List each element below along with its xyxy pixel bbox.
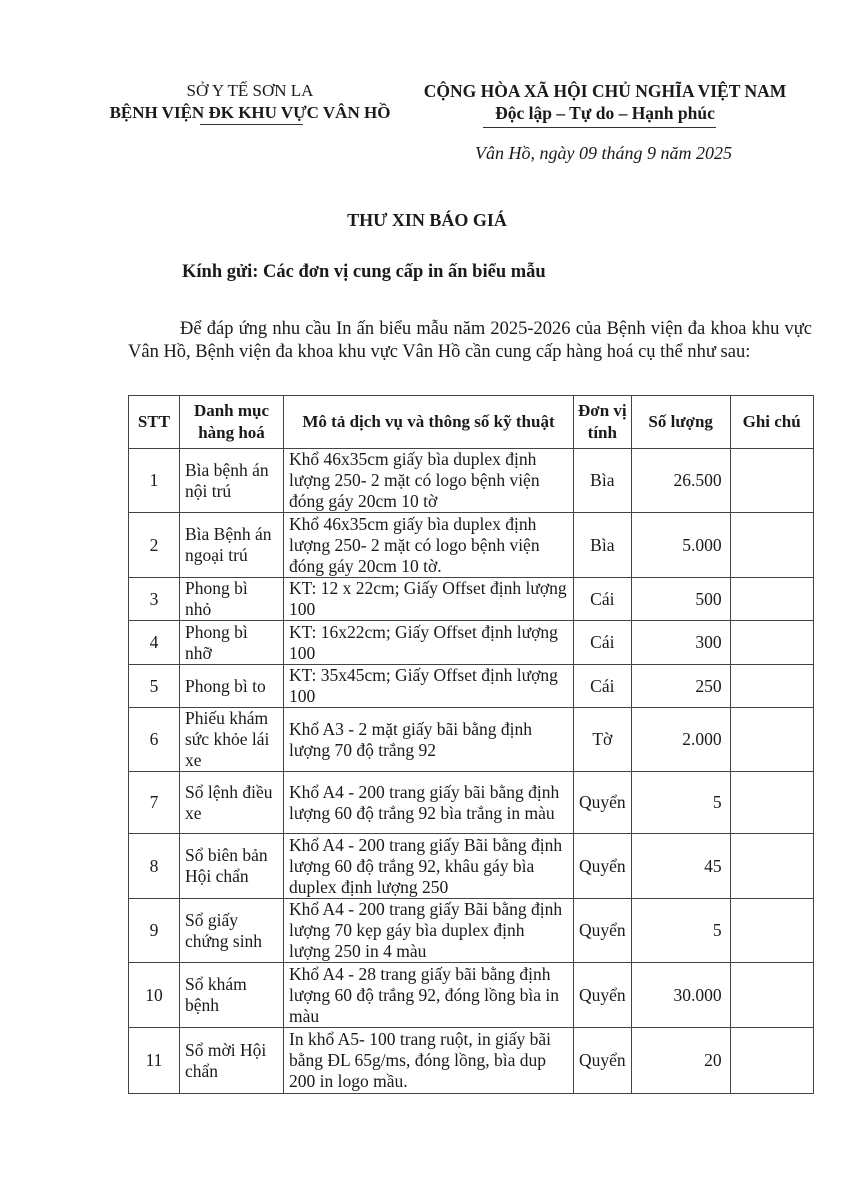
cell-unit: Quyển: [573, 833, 632, 899]
cell-unit: Quyển: [573, 1027, 632, 1094]
table-row: 10 Sổ khám bệnh Khổ A4 - 28 trang giấy bãi…: [128, 962, 814, 1028]
table-row: 9 Sổ giấy chứng sinh Khổ A4 - 200 trang gi…: [128, 898, 814, 963]
cell-note: [729, 1027, 814, 1094]
national-title: CỘNG HÒA XÃ HỘI CHỦ NGHĨA VIỆT NAM: [423, 81, 787, 101]
table-row: 8 Sổ biên bản Hội chẩn Khổ A4 - 200 trang …: [128, 833, 814, 899]
cell-note: [729, 620, 814, 665]
cell-unit: Cái: [573, 577, 632, 621]
cell-item: Phong bì nhỏ: [179, 577, 284, 621]
table-row: 11 Sổ mời Hội chẩn In khổ A5- 100 trang ru…: [128, 1027, 814, 1094]
recipient-line: Kính gửi: Các đơn vị cung cấp in ấn biểu…: [182, 262, 546, 282]
cell-item: Sổ giấy chứng sinh: [179, 898, 284, 963]
cell-stt: 6: [128, 707, 180, 772]
cell-item: Sổ biên bản Hội chẩn: [179, 833, 284, 899]
cell-stt: 5: [128, 664, 180, 708]
intro-paragraph: Để đáp ứng nhu cầu In ấn biểu mẫu năm 20…: [128, 319, 812, 362]
cell-stt: 4: [128, 620, 180, 665]
cell-stt: 9: [128, 898, 180, 963]
cell-note: [729, 577, 814, 621]
cell-qty: 500: [630, 577, 731, 621]
cell-qty: 2.000: [630, 707, 731, 772]
divider: [200, 124, 303, 125]
cell-desc: Khổ A3 - 2 mặt giấy bãi bằng định lượng …: [283, 707, 574, 772]
cell-note: [729, 962, 814, 1028]
cell-qty: 250: [630, 664, 731, 708]
col-header-unit: Đơn vị tính: [573, 395, 632, 449]
cell-stt: 7: [128, 771, 180, 834]
date-line: Vân Hồ, ngày 09 tháng 9 năm 2025: [475, 143, 732, 163]
cell-desc: Khổ A4 - 200 trang giấy Bãi bằng định lư…: [283, 833, 574, 899]
cell-qty: 20: [630, 1027, 731, 1094]
cell-qty: 26.500: [630, 448, 731, 513]
table-row: 6 Phiếu khám sức khỏe lái xe Khổ A3 - 2 mặ…: [128, 707, 814, 772]
cell-qty: 300: [630, 620, 731, 665]
cell-stt: 3: [128, 577, 180, 621]
col-header-note: Ghi chú: [729, 395, 814, 449]
cell-unit: Bìa: [573, 448, 632, 513]
motto: Độc lập – Tự do – Hạnh phúc: [495, 103, 715, 123]
cell-note: [729, 448, 814, 513]
cell-item: Bìa bệnh án nội trú: [179, 448, 284, 513]
cell-item: Sổ lệnh điều xe: [179, 771, 284, 834]
cell-item: Sổ mời Hội chẩn: [179, 1027, 284, 1094]
cell-unit: Cái: [573, 620, 632, 665]
cell-note: [729, 707, 814, 772]
cell-item: Phong bì to: [179, 664, 284, 708]
cell-unit: Bìa: [573, 512, 632, 578]
cell-desc: KT: 16x22cm; Giấy Offset định lượng 100: [283, 620, 574, 665]
cell-stt: 2: [128, 512, 180, 578]
cell-item: Phong bì nhỡ: [179, 620, 284, 665]
table-row: 5 Phong bì to KT: 35x45cm; Giấy Offset địn…: [128, 664, 814, 708]
table-row: 7 Sổ lệnh điều xe Khổ A4 - 200 trang giấy …: [128, 771, 814, 834]
table-row: 3 Phong bì nhỏ KT: 12 x 22cm; Giấy Offset …: [128, 577, 814, 621]
org-name: BỆNH VIỆN ĐK KHU VỰC VÂN HỒ: [109, 103, 391, 122]
cell-desc: Khổ 46x35cm giấy bìa duplex định lượng 2…: [283, 512, 574, 578]
document-title: THƯ XIN BÁO GIÁ: [347, 210, 507, 230]
table-row: 4 Phong bì nhỡ KT: 16x22cm; Giấy Offset đị…: [128, 620, 814, 665]
cell-desc: KT: 35x45cm; Giấy Offset định lượng 100: [283, 664, 574, 708]
cell-note: [729, 833, 814, 899]
col-header-item: Danh mục hàng hoá: [179, 395, 284, 449]
items-table: STT Danh mục hàng hoá Mô tả dịch vụ và t…: [128, 395, 814, 1094]
cell-qty: 5.000: [630, 512, 731, 578]
cell-stt: 1: [128, 448, 180, 513]
table-header-row: STT Danh mục hàng hoá Mô tả dịch vụ và t…: [128, 395, 814, 449]
org-parent: SỞ Y TẾ SƠN LA: [186, 81, 314, 100]
cell-note: [729, 898, 814, 963]
cell-item: Bìa Bệnh án ngoại trú: [179, 512, 284, 578]
cell-note: [729, 512, 814, 578]
cell-qty: 5: [630, 898, 731, 963]
cell-unit: Quyển: [573, 898, 632, 963]
cell-qty: 45: [630, 833, 731, 899]
cell-desc: In khổ A5- 100 trang ruột, in giấy bãi b…: [283, 1027, 574, 1094]
cell-desc: Khổ A4 - 28 trang giấy bãi bằng định lượ…: [283, 962, 574, 1028]
cell-desc: Khổ A4 - 200 trang giấy Bãi bằng định lư…: [283, 898, 574, 963]
cell-note: [729, 664, 814, 708]
cell-stt: 8: [128, 833, 180, 899]
cell-stt: 11: [128, 1027, 180, 1094]
cell-qty: 5: [630, 771, 731, 834]
divider: [483, 127, 716, 128]
cell-desc: Khổ 46x35cm giấy bìa duplex định lượng 2…: [283, 448, 574, 513]
cell-stt: 10: [128, 962, 180, 1028]
issuing-organization: SỞ Y TẾ SƠN LA BỆNH VIỆN ĐK KHU VỰC VÂN …: [100, 80, 400, 124]
national-header: CỘNG HÒA XÃ HỘI CHỦ NGHĨA VIỆT NAM Độc l…: [415, 80, 795, 124]
col-header-desc: Mô tả dịch vụ và thông số kỹ thuật: [283, 395, 574, 449]
cell-note: [729, 771, 814, 834]
cell-unit: Quyển: [573, 962, 632, 1028]
table-body: 1 Bìa bệnh án nội trú Khổ 46x35cm giấy bìa…: [128, 448, 814, 1094]
table-row: 2 Bìa Bệnh án ngoại trú Khổ 46x35cm giấy b…: [128, 512, 814, 578]
col-header-qty: Số lượng: [630, 395, 731, 449]
cell-unit: Cái: [573, 664, 632, 708]
cell-desc: KT: 12 x 22cm; Giấy Offset định lượng 10…: [283, 577, 574, 621]
cell-qty: 30.000: [630, 962, 731, 1028]
table-row: 1 Bìa bệnh án nội trú Khổ 46x35cm giấy bìa…: [128, 448, 814, 513]
cell-unit: Tờ: [573, 707, 632, 772]
col-header-stt: STT: [128, 395, 180, 449]
cell-desc: Khổ A4 - 200 trang giấy bãi bằng định lư…: [283, 771, 574, 834]
cell-unit: Quyển: [573, 771, 632, 834]
cell-item: Sổ khám bệnh: [179, 962, 284, 1028]
cell-item: Phiếu khám sức khỏe lái xe: [179, 707, 284, 772]
